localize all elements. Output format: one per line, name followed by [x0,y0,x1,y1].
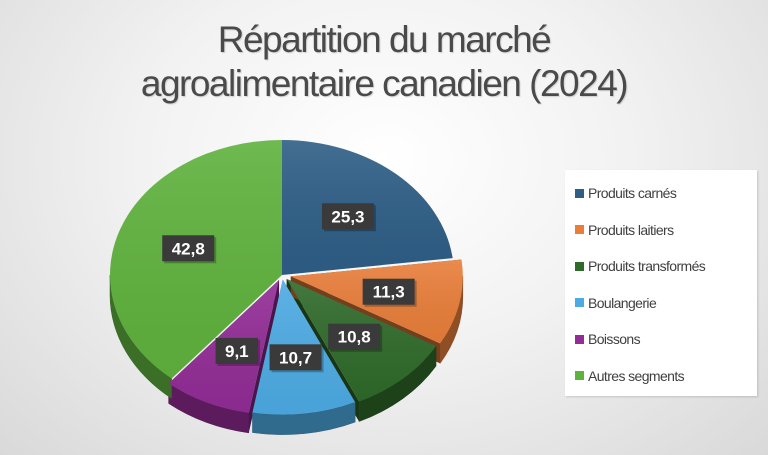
legend: Produits carnés Produits laitiers Produits… [565,170,757,396]
legend-item-autres-segments: Autres segments [575,366,685,386]
data-label-autres-segments: 42,8 [162,235,217,264]
legend-swatch [575,334,584,344]
data-label-produits-laitiers: 11,3 [362,278,417,307]
data-labels: 25,3 11,3 10,8 10,7 9,1 42,8 [162,203,417,373]
data-label-produits-transformes: 10,8 [328,323,383,352]
svg-text:10,7: 10,7 [279,348,312,367]
legend-label: Produits laitiers [588,221,674,238]
svg-text:42,8: 42,8 [172,239,205,258]
legend-item-boulangerie: Boulangerie [575,293,657,313]
data-label-produits-carnes: 25,3 [321,203,376,232]
chart-title-line-2: agroalimentaire canadien (2024) [140,63,629,104]
svg-text:11,3: 11,3 [373,283,405,302]
pie-edge-boissons [248,279,280,433]
chart-title-line-1: Répartition du marché [217,19,552,60]
legend-swatch [575,225,584,234]
legend-label: Boulangerie [588,294,657,311]
svg-text:10,8: 10,8 [338,328,371,347]
data-label-boissons: 9,1 [215,337,261,366]
legend-label: Produits carnés [588,185,677,201]
legend-item-produits-transformes: Produits transformés [575,256,706,276]
legend-item-boissons: Boissons [575,329,641,349]
legend-label: Produits transformés [588,258,706,274]
chart-title: Répartition du marché agroalimentaire ca… [0,18,768,106]
legend-swatch [575,188,584,198]
legend-label: Autres segments [588,367,685,384]
data-label-boulangerie: 10,7 [269,344,324,373]
legend-swatch [575,261,584,271]
svg-text:25,3: 25,3 [331,207,364,226]
legend-swatch [575,371,584,380]
legend-swatch [575,298,584,307]
legend-item-produits-laitiers: Produits laitiers [575,220,674,240]
legend-label: Boissons [588,331,641,347]
svg-text:9,1: 9,1 [225,342,249,361]
legend-item-produits-carnes: Produits carnés [575,183,677,203]
